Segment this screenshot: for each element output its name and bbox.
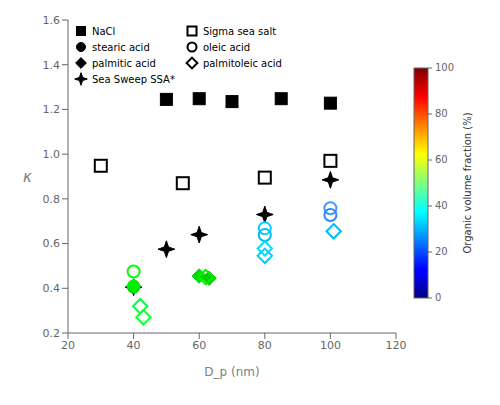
svg-text:60: 60	[192, 339, 206, 352]
svg-text:0.6: 0.6	[43, 237, 61, 250]
svg-text:1.0: 1.0	[43, 148, 61, 161]
svg-text:80: 80	[435, 108, 448, 119]
svg-text:0.8: 0.8	[43, 193, 61, 206]
svg-text:80: 80	[258, 339, 272, 352]
html-text:stearic acid: stearic acid	[92, 41, 150, 53]
svg-text:20: 20	[435, 246, 448, 257]
svg-text:20: 20	[61, 339, 75, 352]
svg-text:120: 120	[386, 339, 407, 352]
svg-text:1.4: 1.4	[43, 59, 61, 72]
svg-text:0.2: 0.2	[43, 327, 61, 340]
svg-text:1.2: 1.2	[43, 103, 61, 116]
html-text:Sigma sea salt: Sigma sea salt	[202, 25, 277, 37]
html-text:NaCl: NaCl	[92, 25, 116, 37]
html-text:oleic acid: oleic acid	[202, 41, 251, 53]
svg-text:40: 40	[127, 339, 141, 352]
html-text:palmitic acid: palmitic acid	[92, 57, 156, 69]
svg-text:κ: κ	[23, 168, 32, 186]
svg-text:40: 40	[435, 200, 448, 211]
svg-text:60: 60	[435, 154, 448, 165]
svg-text:100: 100	[320, 339, 341, 352]
svg-text:0: 0	[435, 292, 441, 303]
svg-text:D_p (nm): D_p (nm)	[204, 365, 259, 379]
svg-text:1.6: 1.6	[43, 14, 61, 27]
html-text:Sea Sweep SSA*: Sea Sweep SSA*	[92, 73, 175, 85]
svg-text:0.4: 0.4	[43, 282, 61, 295]
html-text:palmitoleic acid: palmitoleic acid	[202, 57, 282, 69]
svg-text:100: 100	[435, 62, 454, 73]
svg-text:Organic volume fraction (%): Organic volume fraction (%)	[462, 112, 473, 253]
